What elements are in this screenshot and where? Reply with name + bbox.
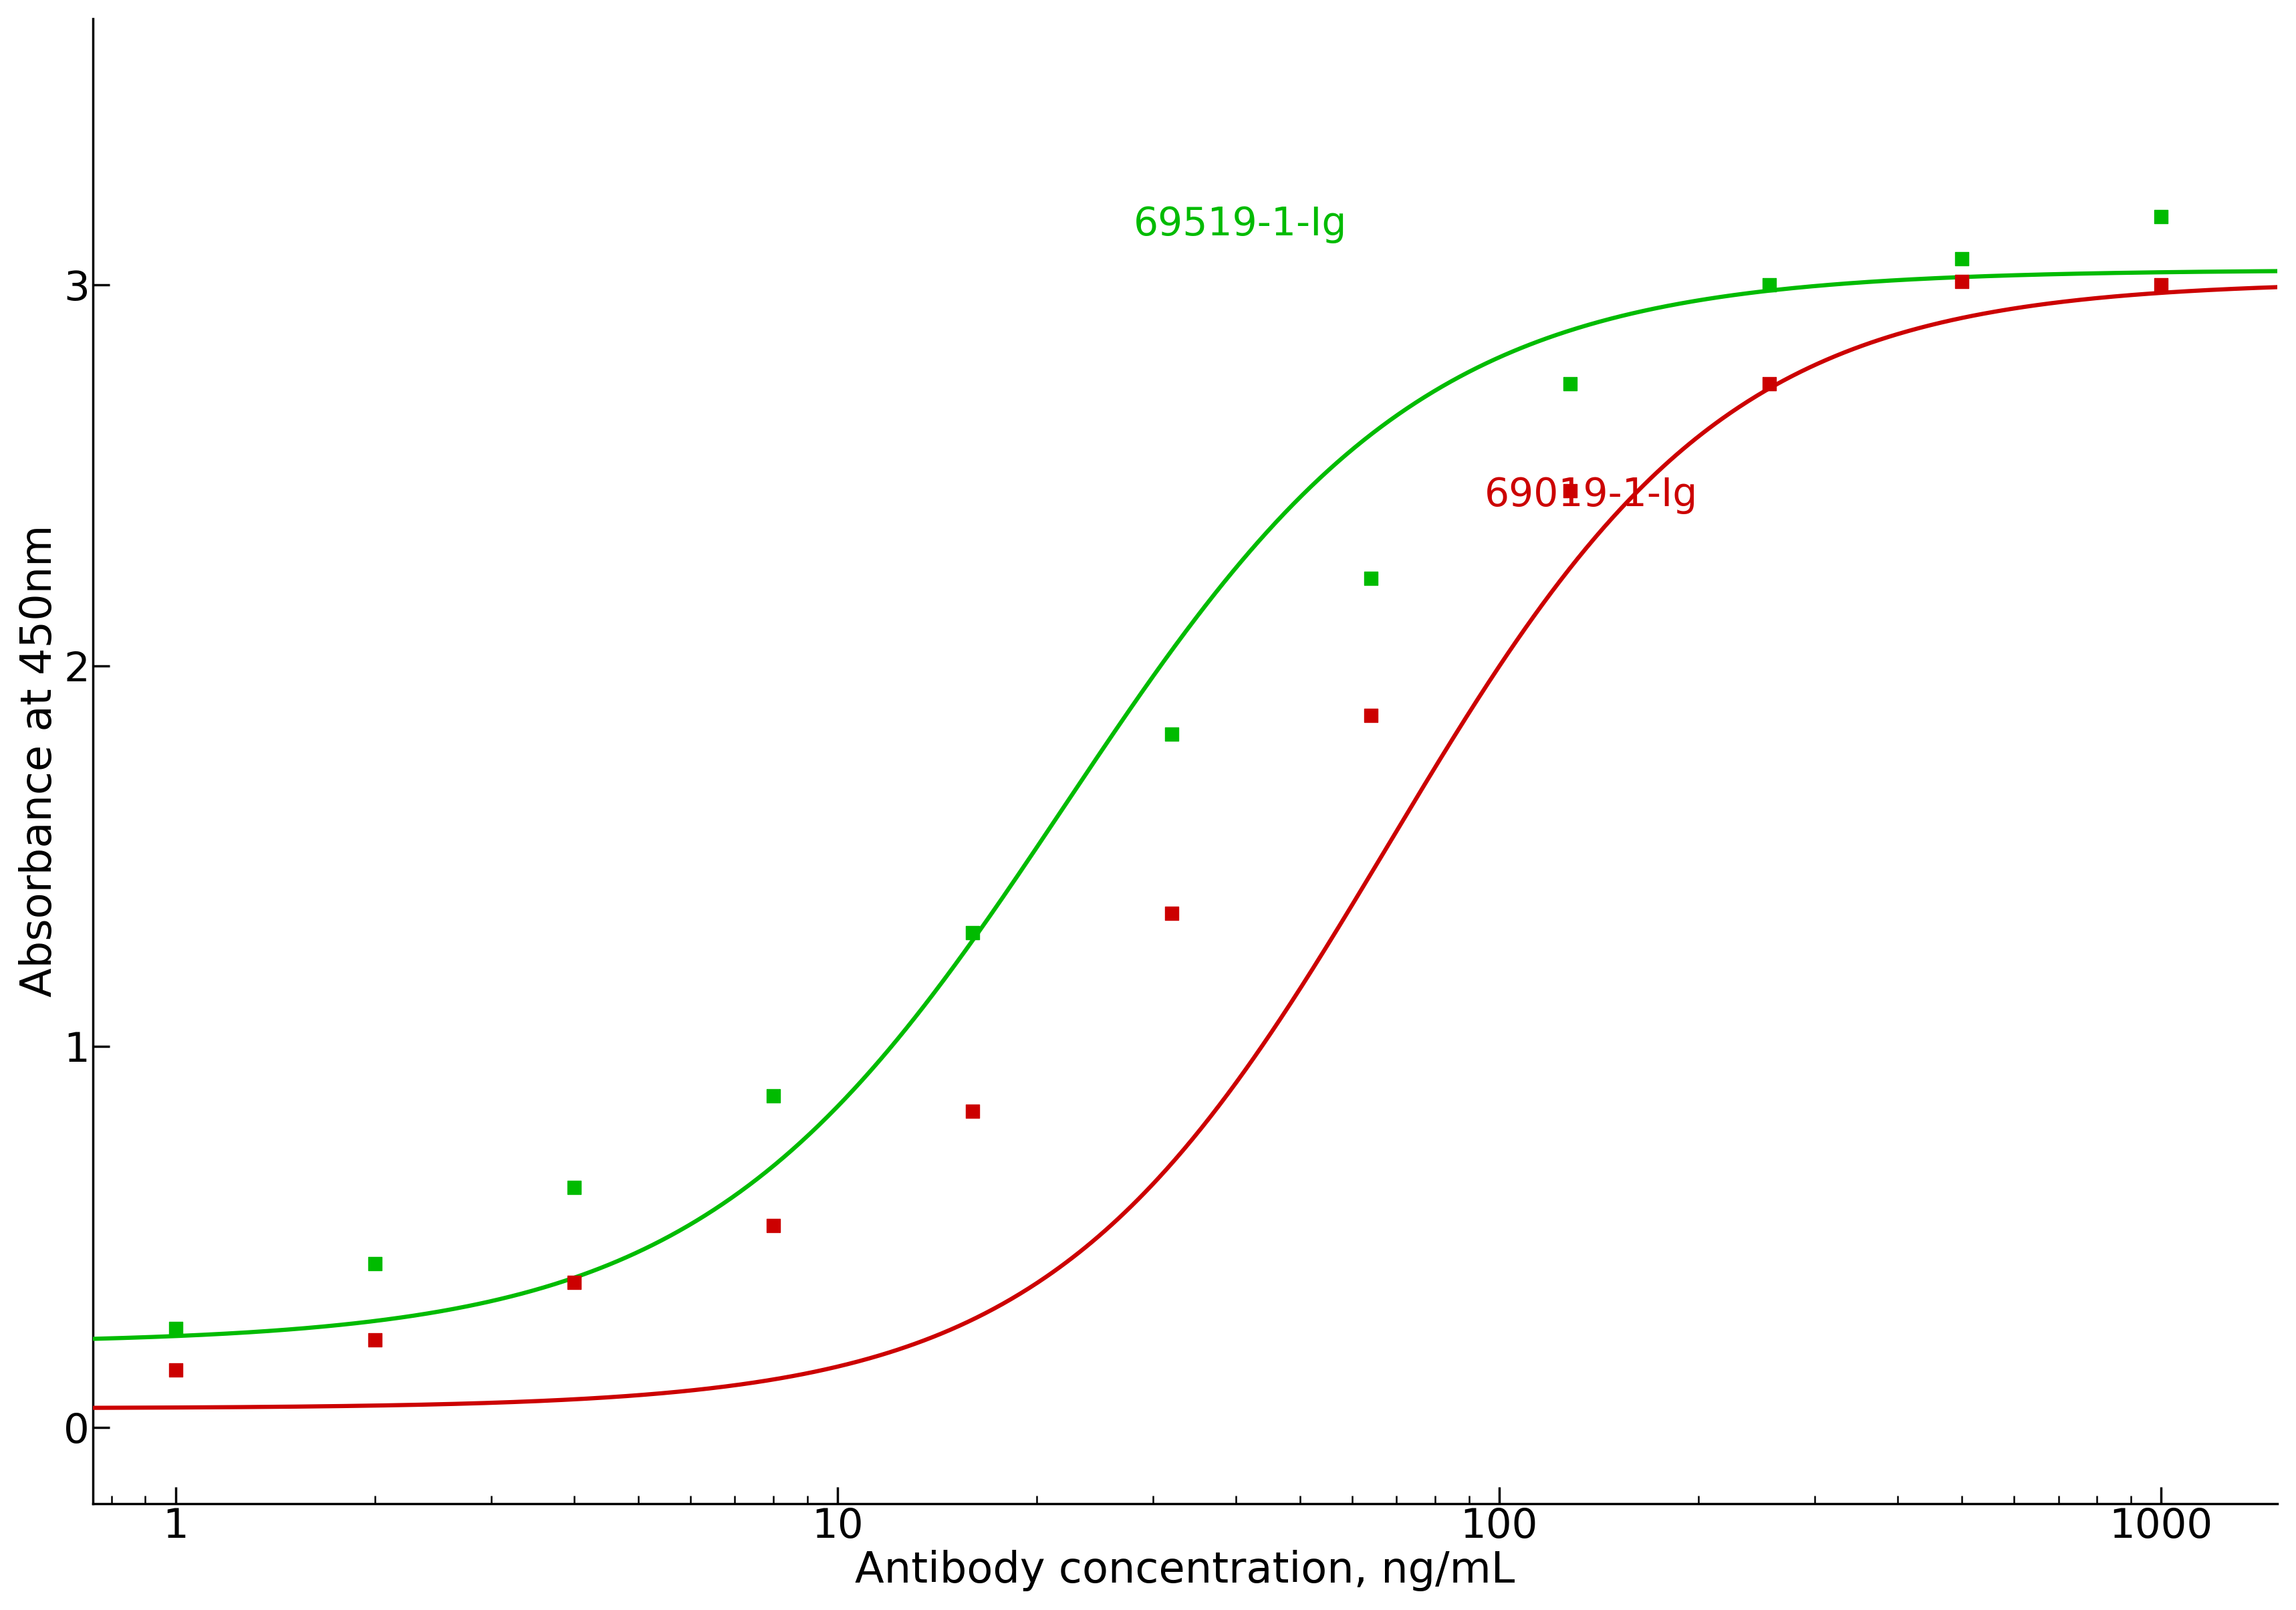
Point [2142,272,2179,298]
Point [955,1098,992,1124]
Point [1752,372,1789,398]
Point [1352,565,1389,591]
Point [156,1357,193,1383]
Point [1153,900,1189,926]
Text: 69019-1-Ig: 69019-1-Ig [1486,477,1697,514]
Point [556,1175,592,1201]
Point [755,1212,792,1238]
Point [1153,721,1189,747]
Text: 69519-1-Ig: 69519-1-Ig [1134,206,1348,243]
X-axis label: Antibody concentration, ng/mL: Antibody concentration, ng/mL [854,1550,1515,1591]
Point [1552,478,1589,504]
Point [356,1251,393,1277]
Point [1552,372,1589,398]
Point [356,1327,393,1352]
Y-axis label: Absorbance at 450nm: Absorbance at 450nm [18,525,60,997]
Point [955,919,992,945]
Point [1752,272,1789,298]
Point [2142,204,2179,230]
Point [1942,246,1979,272]
Point [755,1084,792,1109]
Point [1352,702,1389,728]
Point [1942,269,1979,295]
Point [556,1270,592,1296]
Point [156,1315,193,1341]
